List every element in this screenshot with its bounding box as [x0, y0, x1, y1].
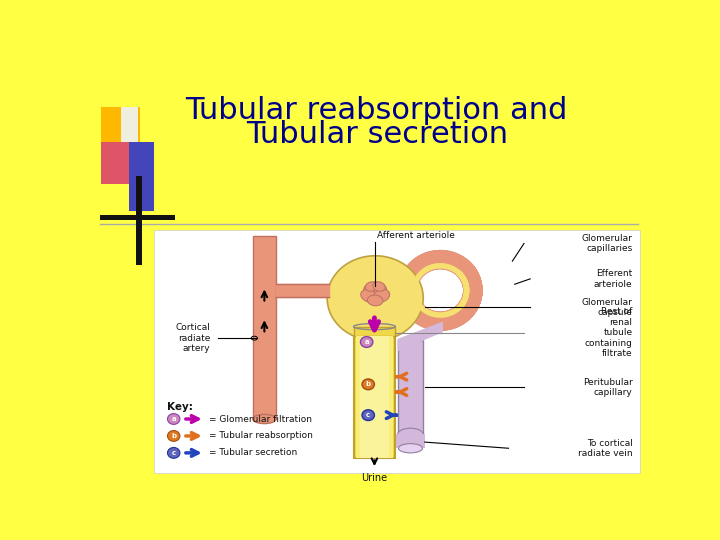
Text: Glomerular
capsule: Glomerular capsule [582, 298, 632, 317]
Text: Cortical
radiate
artery: Cortical radiate artery [175, 323, 210, 353]
Ellipse shape [373, 289, 390, 302]
Ellipse shape [168, 414, 180, 424]
Bar [100, 215, 175, 220]
Text: Glomerular
capillaries: Glomerular capillaries [582, 234, 632, 253]
Text: c: c [366, 412, 370, 418]
Bar [354, 336, 395, 457]
Ellipse shape [398, 444, 423, 453]
Text: Efferent
arteriole: Efferent arteriole [594, 269, 632, 288]
Bar [354, 327, 395, 336]
Text: Key:: Key: [168, 402, 194, 412]
Bar [397, 340, 423, 434]
Bar [360, 336, 389, 457]
Ellipse shape [253, 414, 276, 423]
Ellipse shape [362, 379, 374, 390]
Ellipse shape [361, 336, 373, 347]
Text: b: b [171, 433, 176, 439]
Ellipse shape [168, 430, 180, 441]
Text: = Tubular secretion: = Tubular secretion [209, 448, 297, 457]
Text: To cortical
radiate vein: To cortical radiate vein [578, 438, 632, 458]
Text: = Tubular reabsorption: = Tubular reabsorption [209, 431, 312, 441]
Ellipse shape [364, 282, 387, 299]
Text: a: a [171, 416, 176, 422]
Text: b: b [366, 381, 371, 387]
Bar [101, 107, 140, 165]
Bar [121, 107, 138, 165]
Bar [253, 236, 276, 419]
Bar [154, 231, 640, 473]
Text: Peritubular
capillary: Peritubular capillary [582, 378, 632, 397]
Ellipse shape [397, 428, 423, 441]
Text: Tubular secretion: Tubular secretion [246, 120, 508, 149]
Ellipse shape [362, 410, 374, 421]
Text: Urine: Urine [361, 473, 387, 483]
Text: Rest of
renal
tubule
containing
filtrate: Rest of renal tubule containing filtrate [585, 307, 632, 358]
Ellipse shape [373, 282, 385, 291]
Text: Tubular reabsorption and: Tubular reabsorption and [186, 96, 568, 125]
Bar [101, 142, 133, 184]
Bar [356, 336, 393, 457]
Ellipse shape [361, 289, 377, 302]
Ellipse shape [168, 448, 180, 458]
Ellipse shape [327, 256, 423, 340]
Text: c: c [171, 450, 176, 456]
Bar [396, 434, 425, 448]
Text: Afferent arteriole: Afferent arteriole [377, 231, 454, 240]
Bar [136, 177, 142, 265]
Ellipse shape [367, 295, 383, 306]
Text: a: a [364, 339, 369, 345]
Bar [129, 142, 153, 211]
Ellipse shape [365, 282, 377, 291]
Text: = Glomerular filtration: = Glomerular filtration [209, 415, 312, 423]
